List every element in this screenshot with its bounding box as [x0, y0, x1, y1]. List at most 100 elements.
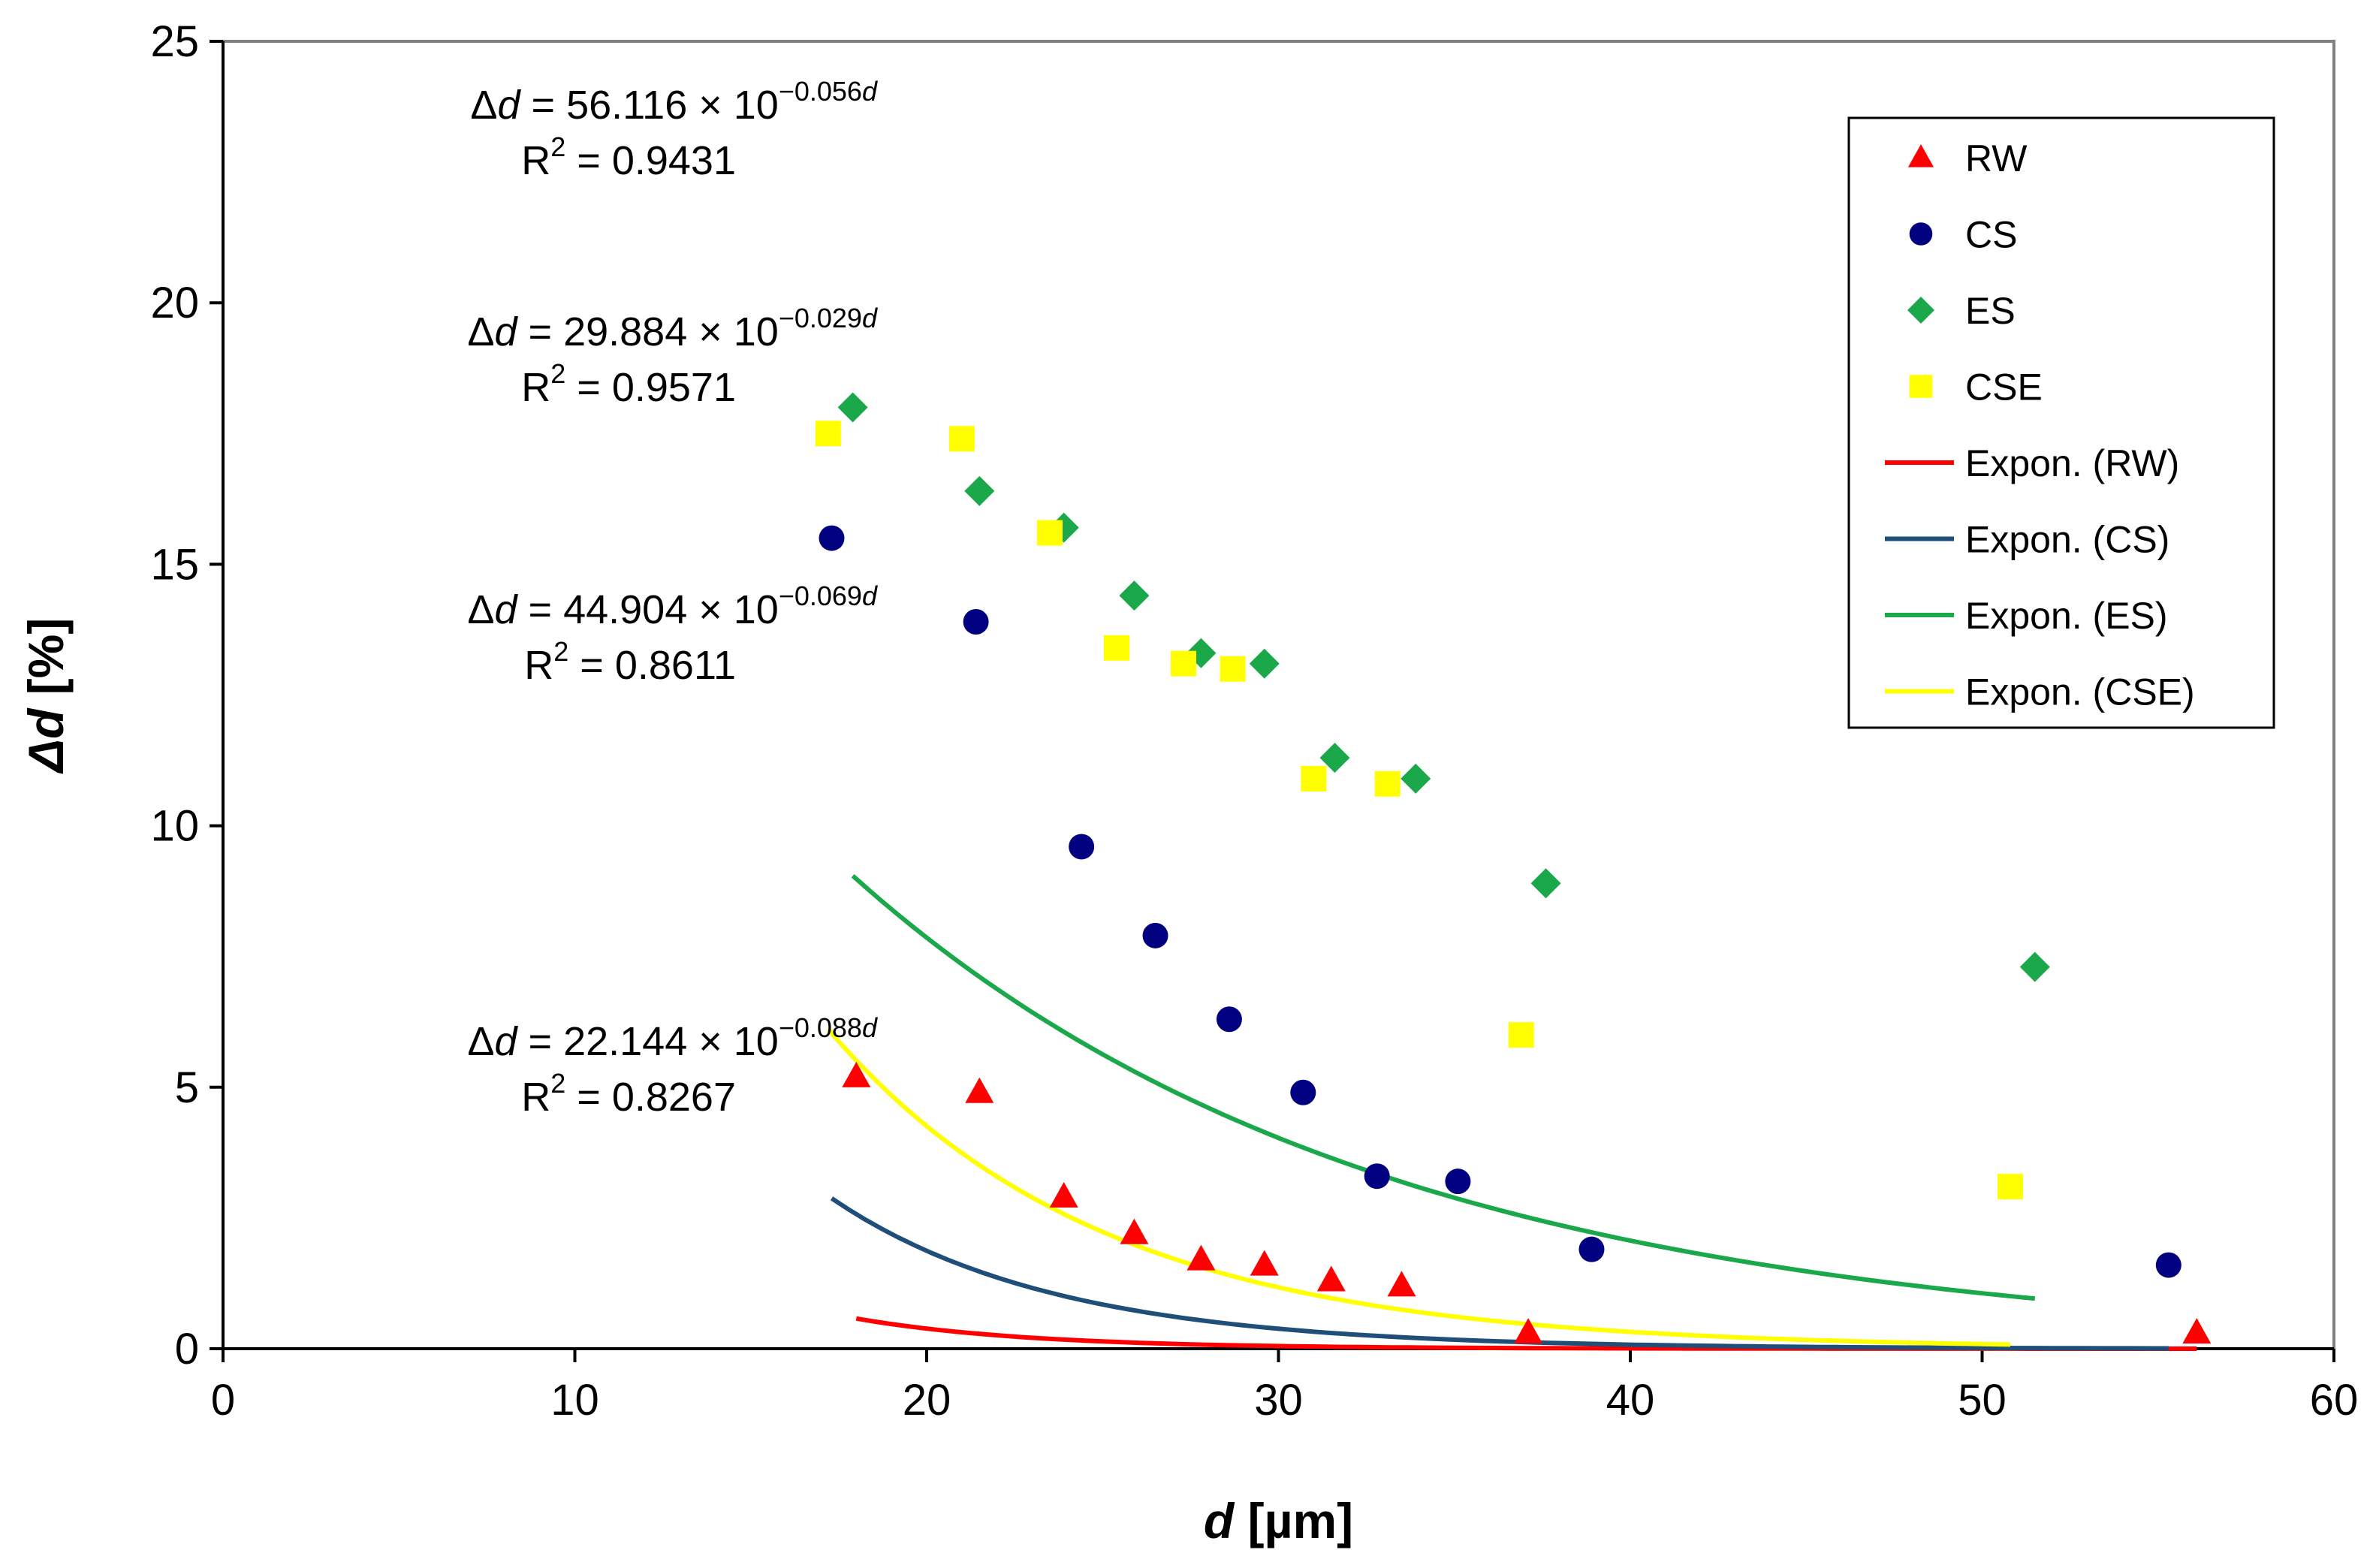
point-cs: [819, 525, 845, 551]
legend-box: [1847, 116, 2275, 729]
point-cse: [1103, 635, 1129, 661]
eq-exponent-var: d: [862, 303, 878, 333]
point-cs: [2155, 1252, 2182, 1278]
r2-letter: R: [521, 138, 550, 183]
y-axis-var: Δd: [18, 707, 74, 774]
x-tick-label: 10: [550, 1376, 599, 1425]
eq-coefficient: = 44.904 × 10: [517, 587, 779, 632]
point-cse: [1036, 520, 1063, 546]
r2-value: = 0.8267: [565, 1075, 736, 1120]
r2-value: = 0.9431: [565, 138, 736, 183]
trendline-cs: [830, 1196, 2169, 1351]
point-rw: [1049, 1182, 1078, 1208]
y-tick-label: 20: [150, 279, 199, 327]
point-cse: [1997, 1174, 2023, 1200]
point-es: [1249, 648, 1280, 679]
point-cse: [815, 421, 841, 447]
legend-label-cse: CSE: [1965, 366, 2043, 409]
point-es: [2019, 951, 2050, 982]
point-es: [1401, 763, 1431, 794]
point-rw: [1387, 1271, 1416, 1297]
legend-marker-es: [1907, 297, 1934, 324]
point-es: [1319, 743, 1350, 773]
point-rw: [1186, 1244, 1216, 1271]
legend-marker-cs: [1909, 222, 1933, 246]
y-tick-label: 25: [150, 17, 199, 66]
r2-value: = 0.8611: [568, 643, 736, 688]
legend-label-fit-cs: Expon. (CS): [1965, 519, 2169, 561]
point-es: [1530, 868, 1561, 899]
legend-label-fit-rw: Expon. (RW): [1965, 442, 2179, 484]
eq-var: d: [497, 83, 521, 128]
eq-exponent-var: d: [862, 580, 878, 611]
point-cse: [1171, 650, 1197, 677]
x-tick-label: 30: [1254, 1376, 1303, 1425]
y-axis-unit: [%]: [18, 618, 74, 709]
eq-exponent-var: d: [862, 76, 878, 107]
x-tick-label: 20: [903, 1376, 951, 1425]
legend-label-fit-cse: Expon. (CSE): [1965, 671, 2195, 713]
x-axis-var: d: [1204, 1493, 1235, 1548]
eq-exponent: −0.056: [779, 76, 862, 107]
r2-letter: R: [524, 643, 553, 688]
y-tick-label: 15: [150, 540, 199, 589]
data-markers: [815, 392, 2212, 1344]
point-cs: [1364, 1163, 1390, 1190]
y-tick-label: 0: [175, 1325, 199, 1374]
point-cs: [1216, 1006, 1242, 1033]
r2-superscript: 2: [550, 131, 565, 162]
point-rw: [842, 1061, 871, 1087]
equation-formula: Δd = 29.884 × 10−0.029d: [467, 303, 878, 354]
legend-label-es: ES: [1965, 290, 2016, 332]
point-rw: [1120, 1218, 1149, 1244]
y-tick-label: 10: [150, 802, 199, 851]
legend-label-cs: CS: [1965, 214, 2017, 256]
eq-var: d: [494, 309, 518, 354]
point-rw: [965, 1077, 994, 1103]
point-cse: [1508, 1022, 1534, 1048]
eq-var: d: [494, 1019, 518, 1064]
r2-superscript: 2: [550, 358, 565, 389]
eq-delta: Δ: [467, 309, 494, 354]
equation-r2: R2 = 0.8267: [521, 1068, 736, 1120]
equation-formula: Δd = 22.144 × 10−0.088d: [467, 1012, 878, 1064]
eq-exponent: −0.088: [779, 1012, 862, 1043]
point-cse: [1301, 765, 1327, 792]
series-cs: [819, 525, 2182, 1278]
eq-exponent: −0.029: [779, 303, 862, 333]
x-tick-label: 50: [1958, 1376, 2007, 1425]
eq-var: d: [494, 587, 518, 632]
point-rw: [2182, 1318, 2212, 1344]
point-cse: [1374, 770, 1401, 797]
eq-exponent: −0.069: [779, 580, 862, 611]
equation-r2: R2 = 0.9571: [521, 358, 736, 410]
x-axis-unit: [µm]: [1234, 1493, 1353, 1548]
point-rw: [1250, 1250, 1279, 1276]
x-tick-label: 40: [1606, 1376, 1655, 1425]
eq-delta: Δ: [467, 587, 494, 632]
equation-formula: Δd = 56.116 × 10−0.056d: [470, 76, 878, 128]
eq-exponent-var: d: [862, 1012, 878, 1043]
legend-marker-cse: [1909, 375, 1933, 398]
legend-label-rw: RW: [1965, 137, 2028, 179]
point-cs: [1578, 1236, 1605, 1262]
x-axis-title: d [µm]: [1204, 1493, 1353, 1548]
r2-superscript: 2: [550, 1068, 565, 1099]
equation-r2: R2 = 0.8611: [524, 636, 736, 688]
series-cse: [815, 421, 2023, 1200]
eq-coefficient: = 56.116 × 10: [520, 83, 779, 128]
r2-value: = 0.9571: [565, 365, 736, 410]
y-tick-label: 5: [175, 1063, 199, 1112]
r2-letter: R: [521, 1075, 550, 1120]
eq-coefficient: = 29.884 × 10: [517, 309, 779, 354]
trendline-es: [851, 873, 2036, 1301]
r2-superscript: 2: [553, 636, 568, 667]
x-tick-label: 60: [2310, 1376, 2359, 1425]
equation-r2: R2 = 0.9431: [521, 131, 736, 183]
point-cs: [963, 609, 989, 635]
